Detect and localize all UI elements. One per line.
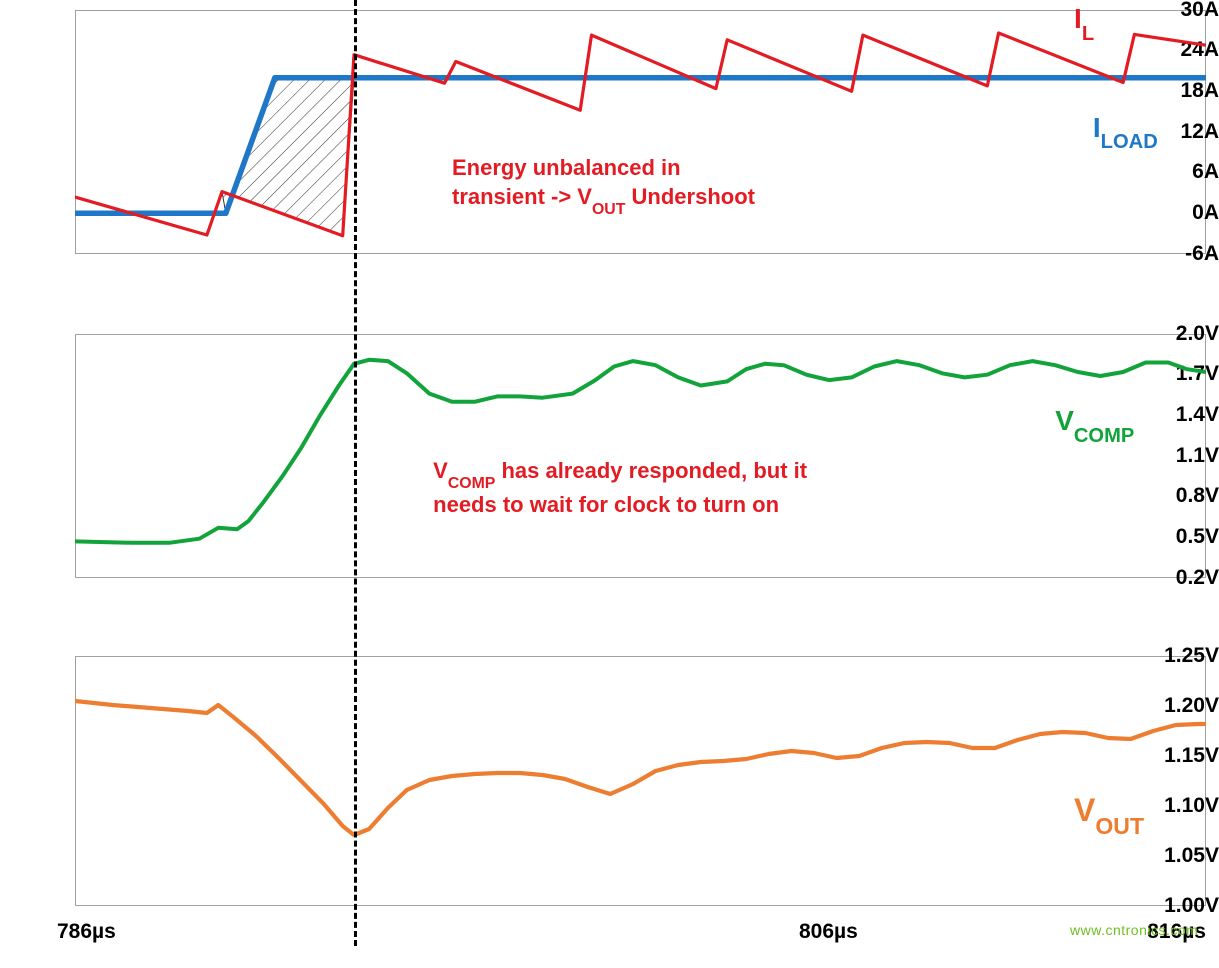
vout-line (75, 701, 1206, 835)
xaxis-tick: 786µs (57, 920, 116, 944)
clock-edge-marker (354, 0, 357, 946)
figure-container: 30A24A18A12A6A0A-6A ILILOADEnergy unbala… (0, 0, 1219, 968)
vout-label: VOUT (1074, 792, 1144, 834)
watermark: www.cntronics.com (1070, 922, 1198, 938)
chart3-svg (0, 0, 1219, 968)
xaxis-tick: 806µs (799, 920, 858, 944)
